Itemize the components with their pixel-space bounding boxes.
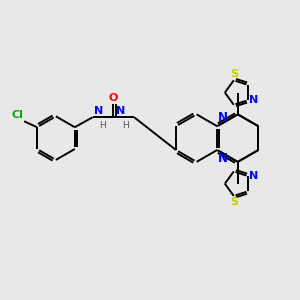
- Text: N: N: [218, 111, 228, 124]
- Text: O: O: [109, 93, 118, 103]
- Text: N: N: [249, 95, 258, 105]
- Text: N: N: [218, 152, 228, 165]
- Text: N: N: [116, 106, 126, 116]
- Text: H: H: [122, 121, 129, 130]
- Text: S: S: [230, 197, 238, 207]
- Text: N: N: [94, 106, 103, 116]
- Text: S: S: [230, 69, 238, 79]
- Text: Cl: Cl: [11, 110, 23, 120]
- Text: H: H: [100, 121, 106, 130]
- Text: N: N: [249, 171, 258, 181]
